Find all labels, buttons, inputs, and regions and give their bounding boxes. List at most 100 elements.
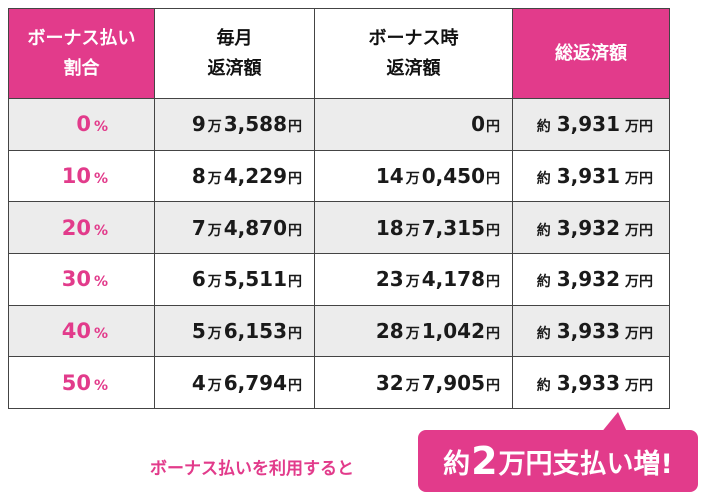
bonus-man-value: 14 [375,163,404,188]
yen-unit: 円 [288,170,302,187]
monthly-rest-value: 6,794 [223,370,287,395]
monthly-rest-value: 5,511 [223,267,287,292]
man-unit: 万 [405,222,420,239]
percent-unit: % [93,119,108,136]
ratio-value: 40 [61,318,91,343]
percent-unit: % [93,274,108,291]
total-cell: 約 3,932 万円 [512,252,670,306]
bonus-cell: 0円 [314,98,513,151]
approx-unit: 約 [536,377,551,394]
bonus-man-value: 18 [375,215,404,240]
total-cell: 約 3,931 万円 [512,98,670,151]
header-total: 総返済額 [512,8,670,99]
monthly-man-value: 8 [191,163,206,188]
header-monthly: 毎月 返済額 [154,8,315,99]
monthly-cell: 8 万 4,229円 [154,149,315,203]
header-bonus-line1: ボーナス時 [368,27,459,49]
table-row: 20% 7 万 4,870円 18 万 7,315円約 3,932 万円 [8,201,670,254]
man-unit: 万 [207,377,222,394]
ratio-value: 20 [61,215,91,240]
callout-number: 2 [471,439,498,483]
percent-unit: % [93,222,108,239]
bonus-cell: 18 万 7,315円 [314,201,513,254]
man-unit: 万 [207,170,222,187]
yen-unit: 円 [486,222,500,239]
ratio-value: 50 [61,370,91,395]
table-row: 10% 8 万 4,229円 14 万 0,450円約 3,931 万円 [8,149,670,203]
callout-prefix: 約 [443,448,471,480]
total-cell: 約 3,931 万円 [512,149,670,203]
yen-unit: 円 [288,222,302,239]
monthly-rest-value: 4,870 [223,215,287,240]
monthly-rest-value: 6,153 [223,318,287,343]
total-value: 3,931 [556,112,620,137]
man-yen-unit: 万円 [625,377,653,394]
monthly-man-value: 7 [191,215,206,240]
table-row: 30% 6 万 5,511円 23 万 4,178円約 3,932 万円 [8,252,670,306]
approx-unit: 約 [536,325,551,342]
man-yen-unit: 万円 [625,222,653,239]
man-unit: 万 [207,325,222,342]
header-total-line: 総返済額 [555,42,627,64]
header-ratio-line2: 割合 [63,57,100,79]
yen-unit: 円 [288,119,302,136]
bonus-rest-value: 0,450 [421,163,485,188]
header-monthly-line2: 返済額 [207,57,262,79]
callout-bubble: 約 2 万円支払い増! [418,430,698,492]
total-value: 3,932 [556,215,620,240]
bonus-rest-value: 0 [471,112,485,137]
man-yen-unit: 万円 [625,119,653,136]
monthly-cell: 4 万 6,794円 [154,356,315,409]
total-cell: 約 3,933 万円 [512,356,670,409]
ratio-value: 0 [76,112,91,137]
monthly-cell: 6 万 5,511円 [154,252,315,306]
bonus-rest-value: 7,905 [421,370,485,395]
man-unit: 万 [207,222,222,239]
percent-unit: % [93,170,108,187]
bonus-rest-value: 4,178 [421,267,485,292]
bonus-man-value: 32 [375,370,404,395]
ratio-cell: 10% [8,149,155,203]
yen-unit: 円 [486,274,500,291]
total-value: 3,933 [556,318,620,343]
yen-unit: 円 [486,377,500,394]
monthly-cell: 5 万 6,153円 [154,304,315,358]
total-value: 3,932 [556,267,620,292]
total-cell: 約 3,932 万円 [512,201,670,254]
bonus-cell: 28 万 1,042円 [314,304,513,358]
yen-unit: 円 [288,377,302,394]
man-unit: 万 [405,274,420,291]
approx-unit: 約 [536,170,551,187]
percent-unit: % [93,377,108,394]
man-unit: 万 [405,170,420,187]
man-yen-unit: 万円 [625,325,653,342]
header-row: ボーナス払い 割合 毎月 返済額 ボーナス時 返済額 総返済額 [8,8,670,99]
bonus-man-value: 28 [375,318,404,343]
header-bonus-line2: 返済額 [386,57,441,79]
ratio-value: 10 [61,163,91,188]
monthly-man-value: 6 [191,267,206,292]
yen-unit: 円 [288,274,302,291]
monthly-man-value: 9 [191,112,206,137]
bonus-rest-value: 1,042 [421,318,485,343]
footer-note: ボーナス払いを利用すると [150,459,354,479]
monthly-cell: 7 万 4,870円 [154,201,315,254]
bonus-cell: 32 万 7,905円 [314,356,513,409]
approx-unit: 約 [536,274,551,291]
bonus-rest-value: 7,315 [421,215,485,240]
ratio-cell: 20% [8,201,155,254]
man-yen-unit: 万円 [625,170,653,187]
bonus-payment-table: ボーナス払い 割合 毎月 返済額 ボーナス時 返済額 総返済額 0% 9 万 3,58… [8,8,670,409]
header-ratio: ボーナス払い 割合 [8,8,155,99]
ratio-cell: 50% [8,356,155,409]
monthly-cell: 9 万 3,588円 [154,98,315,151]
approx-unit: 約 [536,222,551,239]
header-bonus: ボーナス時 返済額 [314,8,513,99]
man-unit: 万 [207,274,222,291]
total-value: 3,933 [556,370,620,395]
total-value: 3,931 [556,163,620,188]
man-unit: 万 [405,325,420,342]
monthly-rest-value: 3,588 [223,112,287,137]
table-row: 50% 4 万 6,794円 32 万 7,905円約 3,933 万円 [8,356,670,409]
ratio-cell: 0% [8,98,155,151]
